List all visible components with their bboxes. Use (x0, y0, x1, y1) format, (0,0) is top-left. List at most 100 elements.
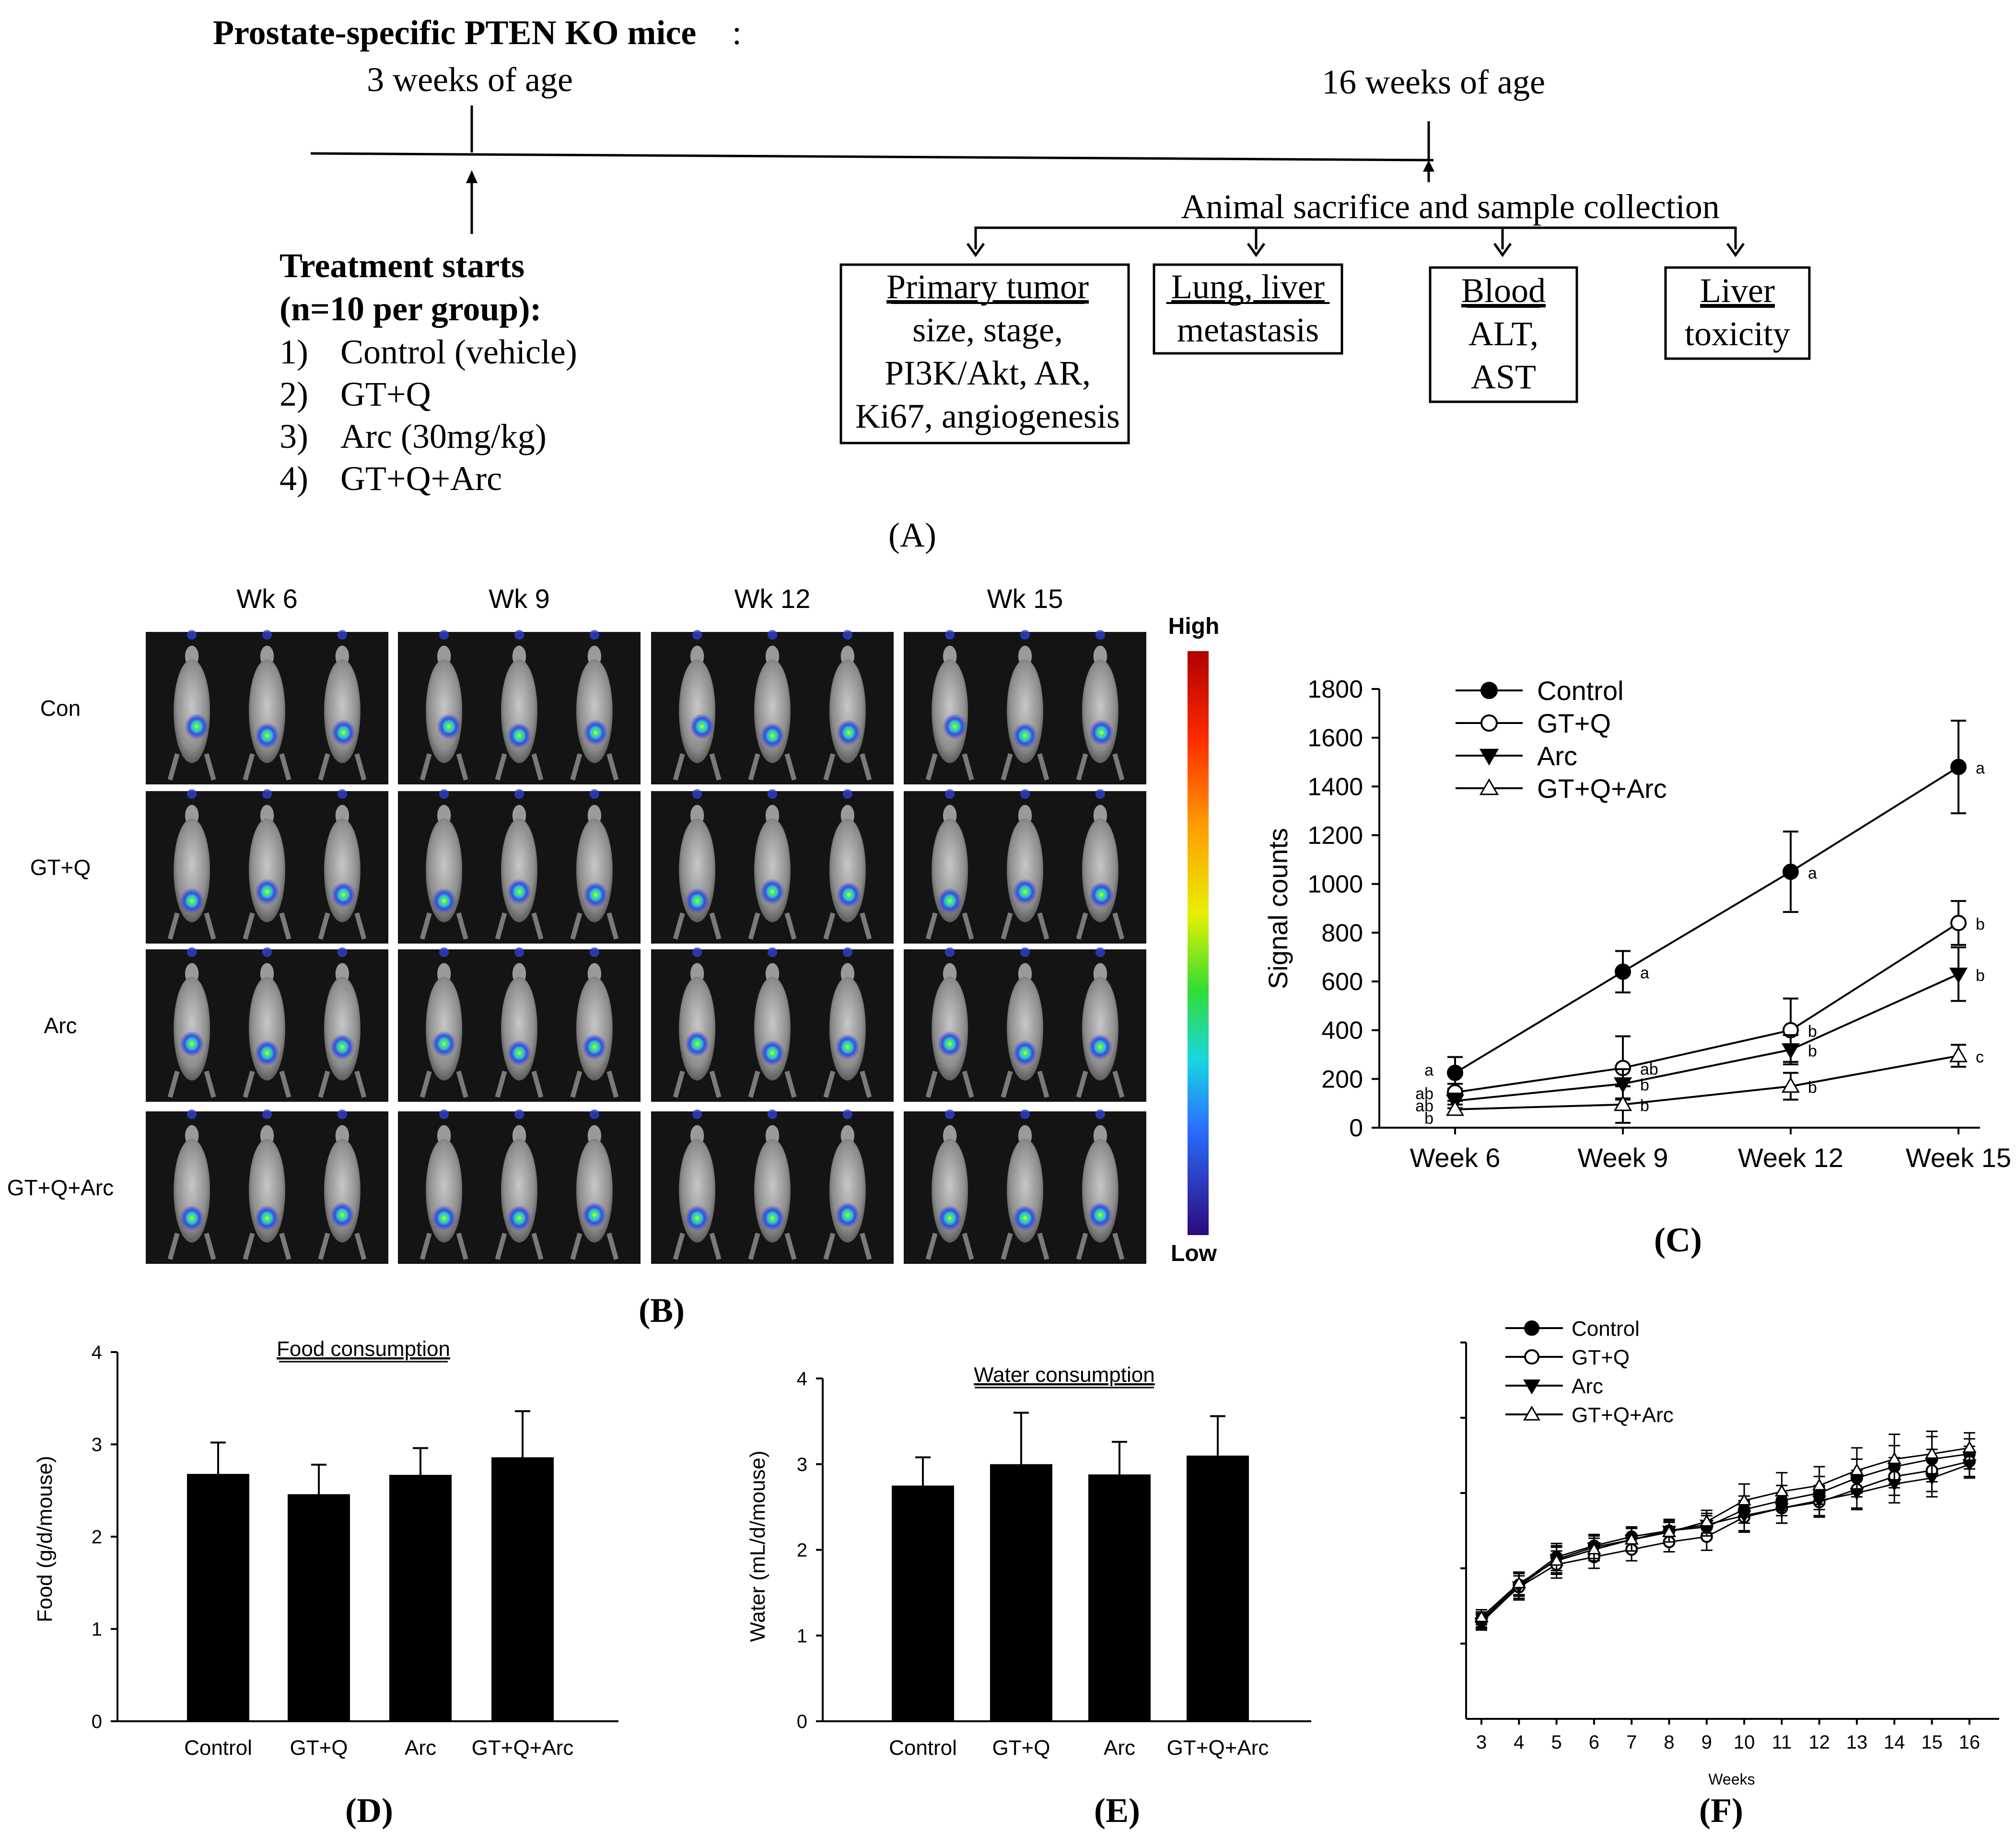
legend-label-arc: Arc (1537, 741, 1577, 771)
chart-food-consumption: 0 1 2 3 4 Control GT+Q Arc GT+Q+Arc Food consumpt… (33, 1337, 618, 1830)
x-tick-label: Control (184, 1736, 252, 1760)
mouse-leg (354, 753, 367, 781)
signal-spot (255, 1205, 280, 1231)
nose-signal (767, 630, 778, 640)
legend-marker-arc (1479, 748, 1499, 766)
treatment-group-number: 3) (280, 417, 308, 455)
nose-signal (945, 789, 955, 799)
timeline-axis (310, 152, 1434, 162)
mouse-leg (1001, 1233, 1013, 1260)
mouse-silhouette (823, 1109, 872, 1260)
mouse-leg (1001, 912, 1013, 940)
nose-signal (262, 630, 272, 640)
mouse-leg (167, 912, 180, 940)
mouse-leg (531, 1071, 544, 1098)
significance-letter: b (1976, 915, 1985, 934)
treatment-title: Treatment starts (280, 246, 524, 285)
data-point-gt-q-arc (1774, 1484, 1789, 1497)
mouse-leg (1037, 1233, 1049, 1260)
chart-water-consumption: 0 1 2 3 4 Control GT+Q Arc GT+Q+Arc Water consump… (746, 1363, 1311, 1830)
signal-spot (431, 1031, 456, 1057)
legend-marker-gt-q (1480, 714, 1498, 732)
mouse-image-gt-q-arc-wk-9 (398, 1109, 641, 1264)
mouse-leg (495, 753, 507, 781)
outcome-box-line: AST (1471, 358, 1536, 396)
mouse-silhouette (167, 789, 216, 940)
mouse-leg (962, 1233, 974, 1260)
outcome-box-line: ALT, (1468, 315, 1538, 353)
legend-label-control: Control (1537, 676, 1624, 706)
mouse-leg (204, 1071, 216, 1098)
mouse-body (679, 977, 716, 1081)
imaging-panel: Wk 6 Wk 9 Wk 12 Wk 15 Con GT+Q Arc GT+Q+Arc Hi… (7, 584, 1220, 1330)
end-age-label: 16 weeks of age (1322, 63, 1545, 101)
mouse-image-gt-q-wk-12 (651, 789, 894, 944)
signal-spot (1089, 882, 1114, 908)
signal-spot (507, 1040, 532, 1066)
y-tick-label: 200 (1321, 1065, 1363, 1093)
significance-letter: ab (1415, 1085, 1433, 1103)
signal-spot (760, 1040, 785, 1066)
signal-spot (760, 723, 785, 749)
signal-spot (689, 713, 714, 740)
nose-signal (692, 789, 702, 799)
mouse-silhouette (243, 789, 291, 940)
significance-letter: ab (1640, 1060, 1658, 1078)
mouse-leg (784, 753, 797, 781)
bar-control (892, 1485, 954, 1721)
mouse-silhouette (823, 630, 872, 781)
bar-gt-q-arc (1187, 1455, 1249, 1721)
scale-low-label: Low (1171, 1241, 1217, 1266)
data-point-gt-q-arc (1949, 1046, 1968, 1062)
mouse-silhouette (570, 947, 619, 1098)
mouse-leg (606, 753, 619, 781)
mouse-leg (495, 1071, 507, 1098)
significance-letter: b (1640, 1097, 1649, 1115)
outcome-box-blood (1429, 266, 1578, 403)
treatment-group-number: 1) (280, 333, 308, 371)
y-tick-label: 1200 (1307, 822, 1363, 850)
mouse-leg (279, 1071, 291, 1098)
y-tick-label: 2 (797, 1540, 807, 1561)
series-line-gt-q (1480, 1460, 1970, 1622)
nose-signal (514, 1109, 524, 1119)
intensity-scale-bar (1188, 651, 1209, 1235)
signal-spot (685, 887, 710, 914)
mouse-leg (243, 1233, 255, 1260)
legend-marker-control (1524, 1320, 1539, 1336)
nose-signal (337, 789, 347, 799)
x-tick-label: 9 (1701, 1732, 1712, 1753)
week-label-wk-9: Wk 9 (489, 584, 550, 614)
mouse-leg (495, 912, 507, 940)
outcome-box-primary-tumor (839, 263, 1130, 444)
y-tick-label: 4 (92, 1342, 102, 1363)
outcome-box-title: Liver (1700, 271, 1775, 310)
mouse-leg (709, 753, 722, 781)
signal-spot (1013, 1205, 1037, 1231)
mouse-silhouette (1076, 789, 1125, 940)
x-tick-label: 12 (1808, 1732, 1830, 1753)
nose-signal (589, 947, 599, 957)
nose-signal (1095, 947, 1105, 957)
sacrifice-label: Animal sacrifice and sample collection (1181, 187, 1720, 226)
outcome-box-title: Primary tumor (886, 268, 1089, 306)
significance-letter: a (1976, 759, 1985, 778)
outcome-box-line: PI3K/Akt, AR, (885, 354, 1091, 392)
mouse-leg (420, 912, 432, 940)
series-line-gt-q-arc (1480, 1447, 1970, 1618)
nose-signal (439, 1109, 449, 1119)
nose-signal (842, 630, 852, 640)
nose-signal (1095, 630, 1105, 640)
mouse-image-gt-q-wk-6 (146, 789, 388, 944)
mouse-leg (570, 1071, 583, 1098)
mouse-leg (531, 753, 544, 781)
mouse-leg (823, 1071, 836, 1098)
mouse-leg (1001, 1071, 1013, 1098)
mouse-silhouette (1001, 947, 1049, 1098)
y-tick-label: 1000 (1307, 871, 1363, 899)
significance-letter: b (1640, 1076, 1649, 1095)
mouse-silhouette (748, 947, 797, 1098)
chart-title: Water consumption (974, 1363, 1154, 1387)
mouse-leg (456, 753, 468, 781)
